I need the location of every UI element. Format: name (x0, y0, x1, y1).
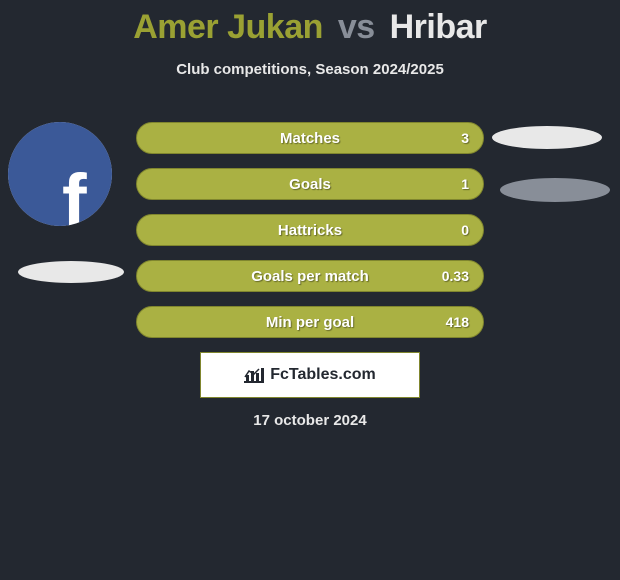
stat-value: 3 (461, 130, 469, 146)
brand-text: FcTables.com (270, 366, 376, 384)
shadow-ellipse-right-1 (492, 126, 602, 149)
stat-label: Goals per match (251, 268, 369, 285)
stat-label: Matches (280, 130, 340, 147)
avatar-shadow-left (18, 261, 124, 283)
stat-label: Min per goal (266, 314, 354, 331)
stat-value: 0 (461, 222, 469, 238)
stat-value: 0.33 (442, 268, 469, 284)
stats-container: Matches 3 Goals 1 Hattricks 0 Goals per … (136, 122, 484, 352)
stat-row-min-per-goal: Min per goal 418 (136, 306, 484, 338)
vs-label: vs (338, 8, 375, 46)
subtitle: Club competitions, Season 2024/2025 (0, 61, 620, 78)
stat-value: 1 (461, 176, 469, 192)
date-label: 17 october 2024 (0, 412, 620, 429)
brand-box: FcTables.com (200, 352, 420, 398)
stat-row-goals-per-match: Goals per match 0.33 (136, 260, 484, 292)
shadow-ellipse-right-2 (500, 178, 610, 202)
player-avatar: f (8, 122, 112, 226)
stat-label: Hattricks (278, 222, 342, 239)
facebook-f-icon: f (62, 158, 87, 226)
stat-label: Goals (289, 176, 331, 193)
bar-chart-icon (244, 367, 264, 383)
player2-name: Hribar (390, 8, 487, 46)
page-title: Amer Jukan vs Hribar (0, 0, 620, 47)
stat-row-goals: Goals 1 (136, 168, 484, 200)
stat-row-matches: Matches 3 (136, 122, 484, 154)
player1-name: Amer Jukan (133, 8, 323, 46)
fb-overlay-left (8, 122, 48, 226)
stat-value: 418 (446, 314, 469, 330)
stat-row-hattricks: Hattricks 0 (136, 214, 484, 246)
